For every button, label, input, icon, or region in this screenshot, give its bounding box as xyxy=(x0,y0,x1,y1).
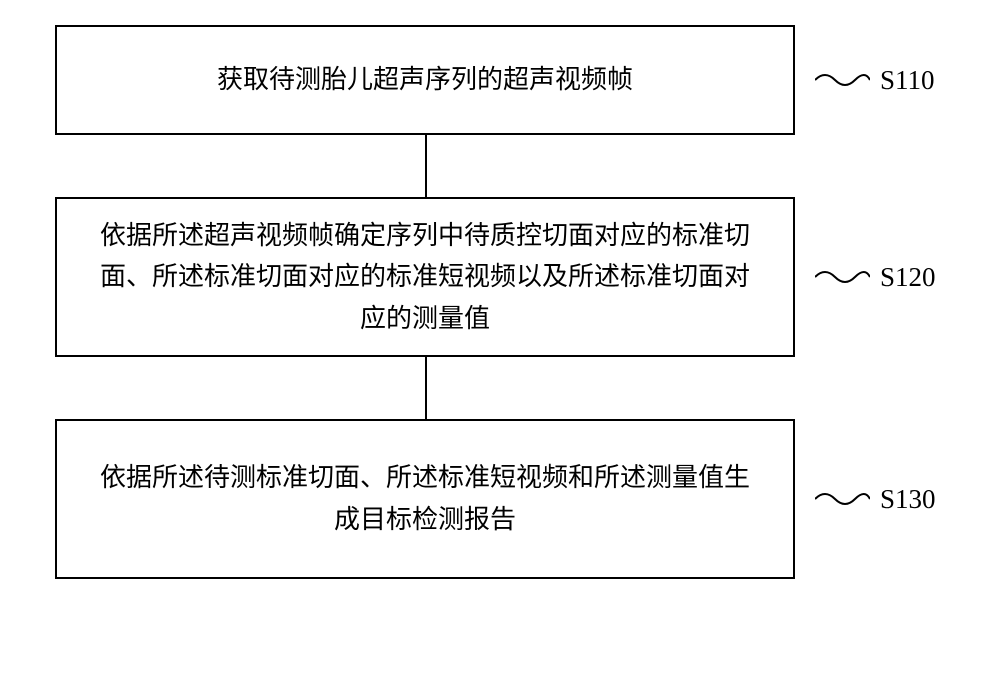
step-label-1: S110 xyxy=(880,65,935,96)
squiggle-icon xyxy=(815,70,870,90)
step-label-wrapper-2: S120 xyxy=(815,262,936,293)
connector-1 xyxy=(425,135,427,197)
step-label-wrapper-1: S110 xyxy=(815,65,935,96)
step-label-3: S130 xyxy=(880,484,936,515)
squiggle-icon xyxy=(815,489,870,509)
box-text-2: 依据所述超声视频帧确定序列中待质控切面对应的标准切面、所述标准切面对应的标准短视… xyxy=(97,215,753,340)
step-label-2: S120 xyxy=(880,262,936,293)
flowchart-box-1: 获取待测胎儿超声序列的超声视频帧 xyxy=(55,25,795,135)
flowchart-box-3: 依据所述待测标准切面、所述标准短视频和所述测量值生成目标检测报告 xyxy=(55,419,795,579)
flowchart-box-2: 依据所述超声视频帧确定序列中待质控切面对应的标准切面、所述标准切面对应的标准短视… xyxy=(55,197,795,357)
box-text-3: 依据所述待测标准切面、所述标准短视频和所述测量值生成目标检测报告 xyxy=(97,457,753,540)
box-text-1: 获取待测胎儿超声序列的超声视频帧 xyxy=(217,59,633,101)
step-row-1: 获取待测胎儿超声序列的超声视频帧 S110 xyxy=(55,25,945,135)
step-row-2: 依据所述超声视频帧确定序列中待质控切面对应的标准切面、所述标准切面对应的标准短视… xyxy=(55,197,945,357)
flowchart-diagram: 获取待测胎儿超声序列的超声视频帧 S110 依据所述超声视频帧确定序列中待质控切… xyxy=(55,25,945,579)
step-label-wrapper-3: S130 xyxy=(815,484,936,515)
squiggle-icon xyxy=(815,267,870,287)
connector-2 xyxy=(425,357,427,419)
step-row-3: 依据所述待测标准切面、所述标准短视频和所述测量值生成目标检测报告 S130 xyxy=(55,419,945,579)
